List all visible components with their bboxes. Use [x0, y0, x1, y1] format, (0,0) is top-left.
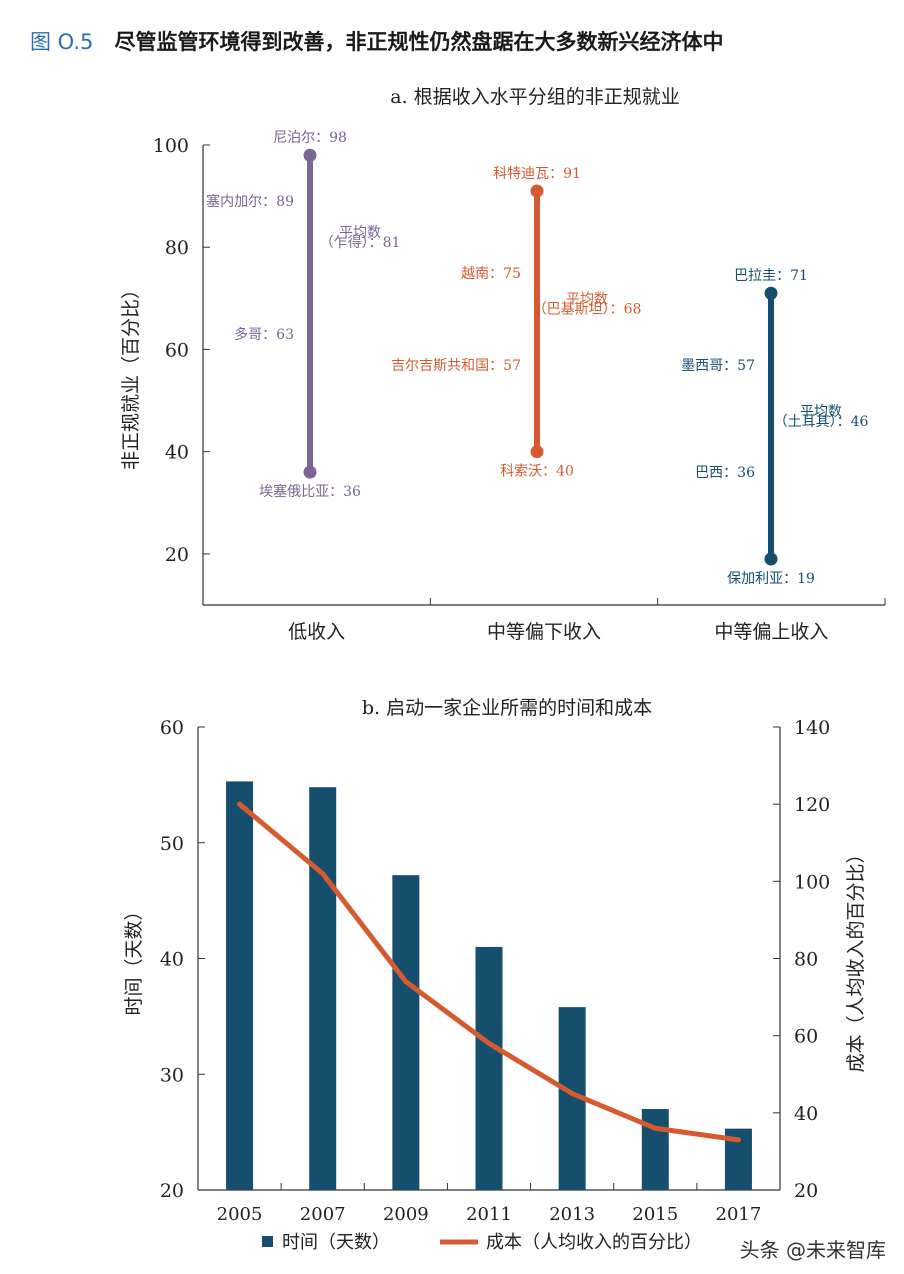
chart-a-y-axis-label: 非正规就业（百分比） — [120, 280, 142, 470]
chart-a-category-label: 中等偏下收入 — [487, 621, 601, 643]
chart-b-left-axis-label: 时间（天数） — [123, 901, 145, 1015]
range-max-point — [303, 148, 317, 162]
time-bar — [226, 781, 254, 1190]
chart-b-x-tick-label: 2007 — [300, 1204, 346, 1225]
range-data-label: 科索沃：40 — [500, 463, 574, 480]
chart-b-right-tick-label: 60 — [794, 1026, 818, 1048]
chart-b-x-tick-label: 2017 — [716, 1204, 762, 1225]
chart-b-right-tick-label: 40 — [794, 1103, 818, 1125]
range-data-label: 吉尔吉斯共和国：57 — [391, 358, 521, 374]
range-data-label: 科特迪瓦：91 — [493, 166, 581, 182]
chart-b-right-tick-label: 20 — [794, 1180, 818, 1202]
chart-b-right-tick-label: 120 — [794, 794, 830, 816]
range-data-label: 平均数 — [339, 225, 381, 241]
range-max-point — [530, 184, 544, 198]
watermark: 头条 @未来智库 — [735, 1232, 890, 1265]
range-data-label: 越南：75 — [461, 266, 521, 282]
chart-b-left-tick-label: 60 — [160, 717, 184, 739]
chart-b-left-tick-label: 20 — [160, 1180, 184, 1202]
range-data-label: 巴西：36 — [695, 465, 755, 481]
range-data-label: 保加利亚：19 — [727, 571, 815, 587]
chart-b-left-tick-label: 30 — [160, 1064, 184, 1086]
range-data-label: 墨西哥：57 — [681, 358, 755, 374]
range-data-label: 平均数 — [800, 404, 842, 420]
chart-b-right-tick-label: 100 — [794, 871, 830, 893]
chart-a-title: a. 根据收入水平分组的非正规就业 — [390, 86, 679, 108]
range-min-point — [303, 465, 317, 479]
range-data-label: （乍得）：81 — [320, 234, 401, 251]
legend-bar-swatch — [262, 1236, 273, 1247]
chart-b-x-tick-label: 2005 — [217, 1204, 263, 1225]
range-max-point — [764, 286, 778, 300]
figure-header: 图 O.5 尽管监管环境得到改善，非正规性仍然盘踞在大多数新兴经济体中 — [30, 26, 723, 60]
chart-a-informal-employment: a. 根据收入水平分组的非正规就业 20 40 60 80 100 非正规就业（百分比） 低收… — [120, 86, 886, 643]
chart-a-y-tick-label: 60 — [165, 339, 189, 361]
chart-b-left-tick-label: 40 — [160, 949, 184, 971]
chart-b-right-axis-label: 成本（人均收入的百分比） — [845, 844, 867, 1072]
chart-b-business-startup: b. 启动一家企业所需的时间和成本 20 30 40 50 60 20 40 60 80 100 12… — [123, 697, 867, 1250]
range-data-label: 多哥：63 — [234, 326, 294, 343]
chart-a-y-tick-label: 40 — [165, 442, 189, 464]
chart-b-title: b. 启动一家企业所需的时间和成本 — [362, 697, 652, 719]
range-data-label: 巴拉圭：71 — [734, 268, 808, 284]
chart-b-left-tick-label: 50 — [160, 833, 184, 855]
chart-a-y-tick-label: 20 — [165, 544, 189, 566]
range-data-label: （巴基斯坦）：68 — [533, 301, 642, 318]
time-bar — [392, 875, 420, 1190]
range-data-label: 塞内加尔：89 — [206, 193, 294, 210]
chart-b-x-tick-label: 2011 — [466, 1204, 512, 1225]
time-bar — [309, 787, 337, 1190]
range-data-label: 平均数 — [566, 291, 608, 307]
chart-b-right-tick-label: 140 — [794, 717, 830, 739]
figure-title: 尽管监管环境得到改善，非正规性仍然盘踞在大多数新兴经济体中 — [114, 30, 724, 54]
chart-b-x-tick-label: 2013 — [549, 1204, 595, 1225]
range-data-label: 埃塞俄比亚：36 — [259, 483, 361, 500]
chart-b-x-tick-label: 2009 — [383, 1204, 429, 1225]
chart-b-x-tick-label: 2015 — [632, 1204, 678, 1225]
time-bar — [475, 946, 503, 1190]
chart-a-y-tick-label: 80 — [165, 237, 189, 259]
legend-line-label: 成本（人均收入的百分比） — [486, 1232, 702, 1250]
chart-a-y-tick-label: 100 — [153, 135, 189, 157]
range-min-point — [764, 552, 778, 566]
chart-a-category-label: 低收入 — [288, 621, 345, 643]
chart-b-right-tick-label: 80 — [794, 949, 818, 971]
range-data-label: （土耳其）：46 — [774, 414, 869, 430]
figure-number: 图 O.5 — [30, 30, 94, 54]
time-bar — [641, 1108, 669, 1190]
range-data-label: 尼泊尔：98 — [273, 130, 347, 146]
chart-a-category-label: 中等偏上收入 — [714, 621, 828, 643]
range-min-point — [530, 445, 544, 459]
legend-bar-label: 时间（天数） — [282, 1232, 390, 1250]
